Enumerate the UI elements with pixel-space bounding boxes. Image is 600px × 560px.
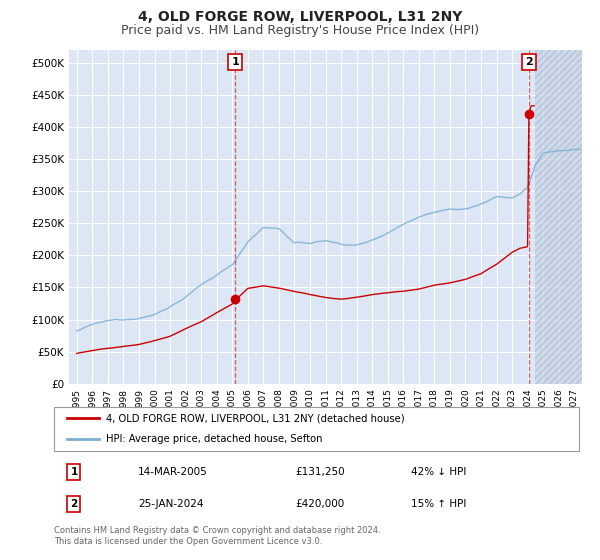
Text: Contains HM Land Registry data © Crown copyright and database right 2024.
This d: Contains HM Land Registry data © Crown c… bbox=[54, 526, 380, 546]
Text: 2: 2 bbox=[70, 499, 77, 509]
Text: £131,250: £131,250 bbox=[296, 467, 345, 477]
Text: 4, OLD FORGE ROW, LIVERPOOL, L31 2NY (detached house): 4, OLD FORGE ROW, LIVERPOOL, L31 2NY (de… bbox=[107, 413, 405, 423]
Text: 1: 1 bbox=[232, 57, 239, 67]
Text: 2: 2 bbox=[525, 57, 533, 67]
Text: 15% ↑ HPI: 15% ↑ HPI bbox=[411, 499, 466, 509]
Bar bbox=[535, 50, 582, 384]
Text: £420,000: £420,000 bbox=[296, 499, 345, 509]
Text: 4, OLD FORGE ROW, LIVERPOOL, L31 2NY: 4, OLD FORGE ROW, LIVERPOOL, L31 2NY bbox=[138, 10, 462, 24]
Text: HPI: Average price, detached house, Sefton: HPI: Average price, detached house, Seft… bbox=[107, 433, 323, 444]
Text: 1: 1 bbox=[70, 467, 77, 477]
FancyBboxPatch shape bbox=[54, 407, 579, 451]
Text: Price paid vs. HM Land Registry's House Price Index (HPI): Price paid vs. HM Land Registry's House … bbox=[121, 24, 479, 36]
Text: 25-JAN-2024: 25-JAN-2024 bbox=[138, 499, 203, 509]
Text: 42% ↓ HPI: 42% ↓ HPI bbox=[411, 467, 466, 477]
Text: 14-MAR-2005: 14-MAR-2005 bbox=[138, 467, 208, 477]
